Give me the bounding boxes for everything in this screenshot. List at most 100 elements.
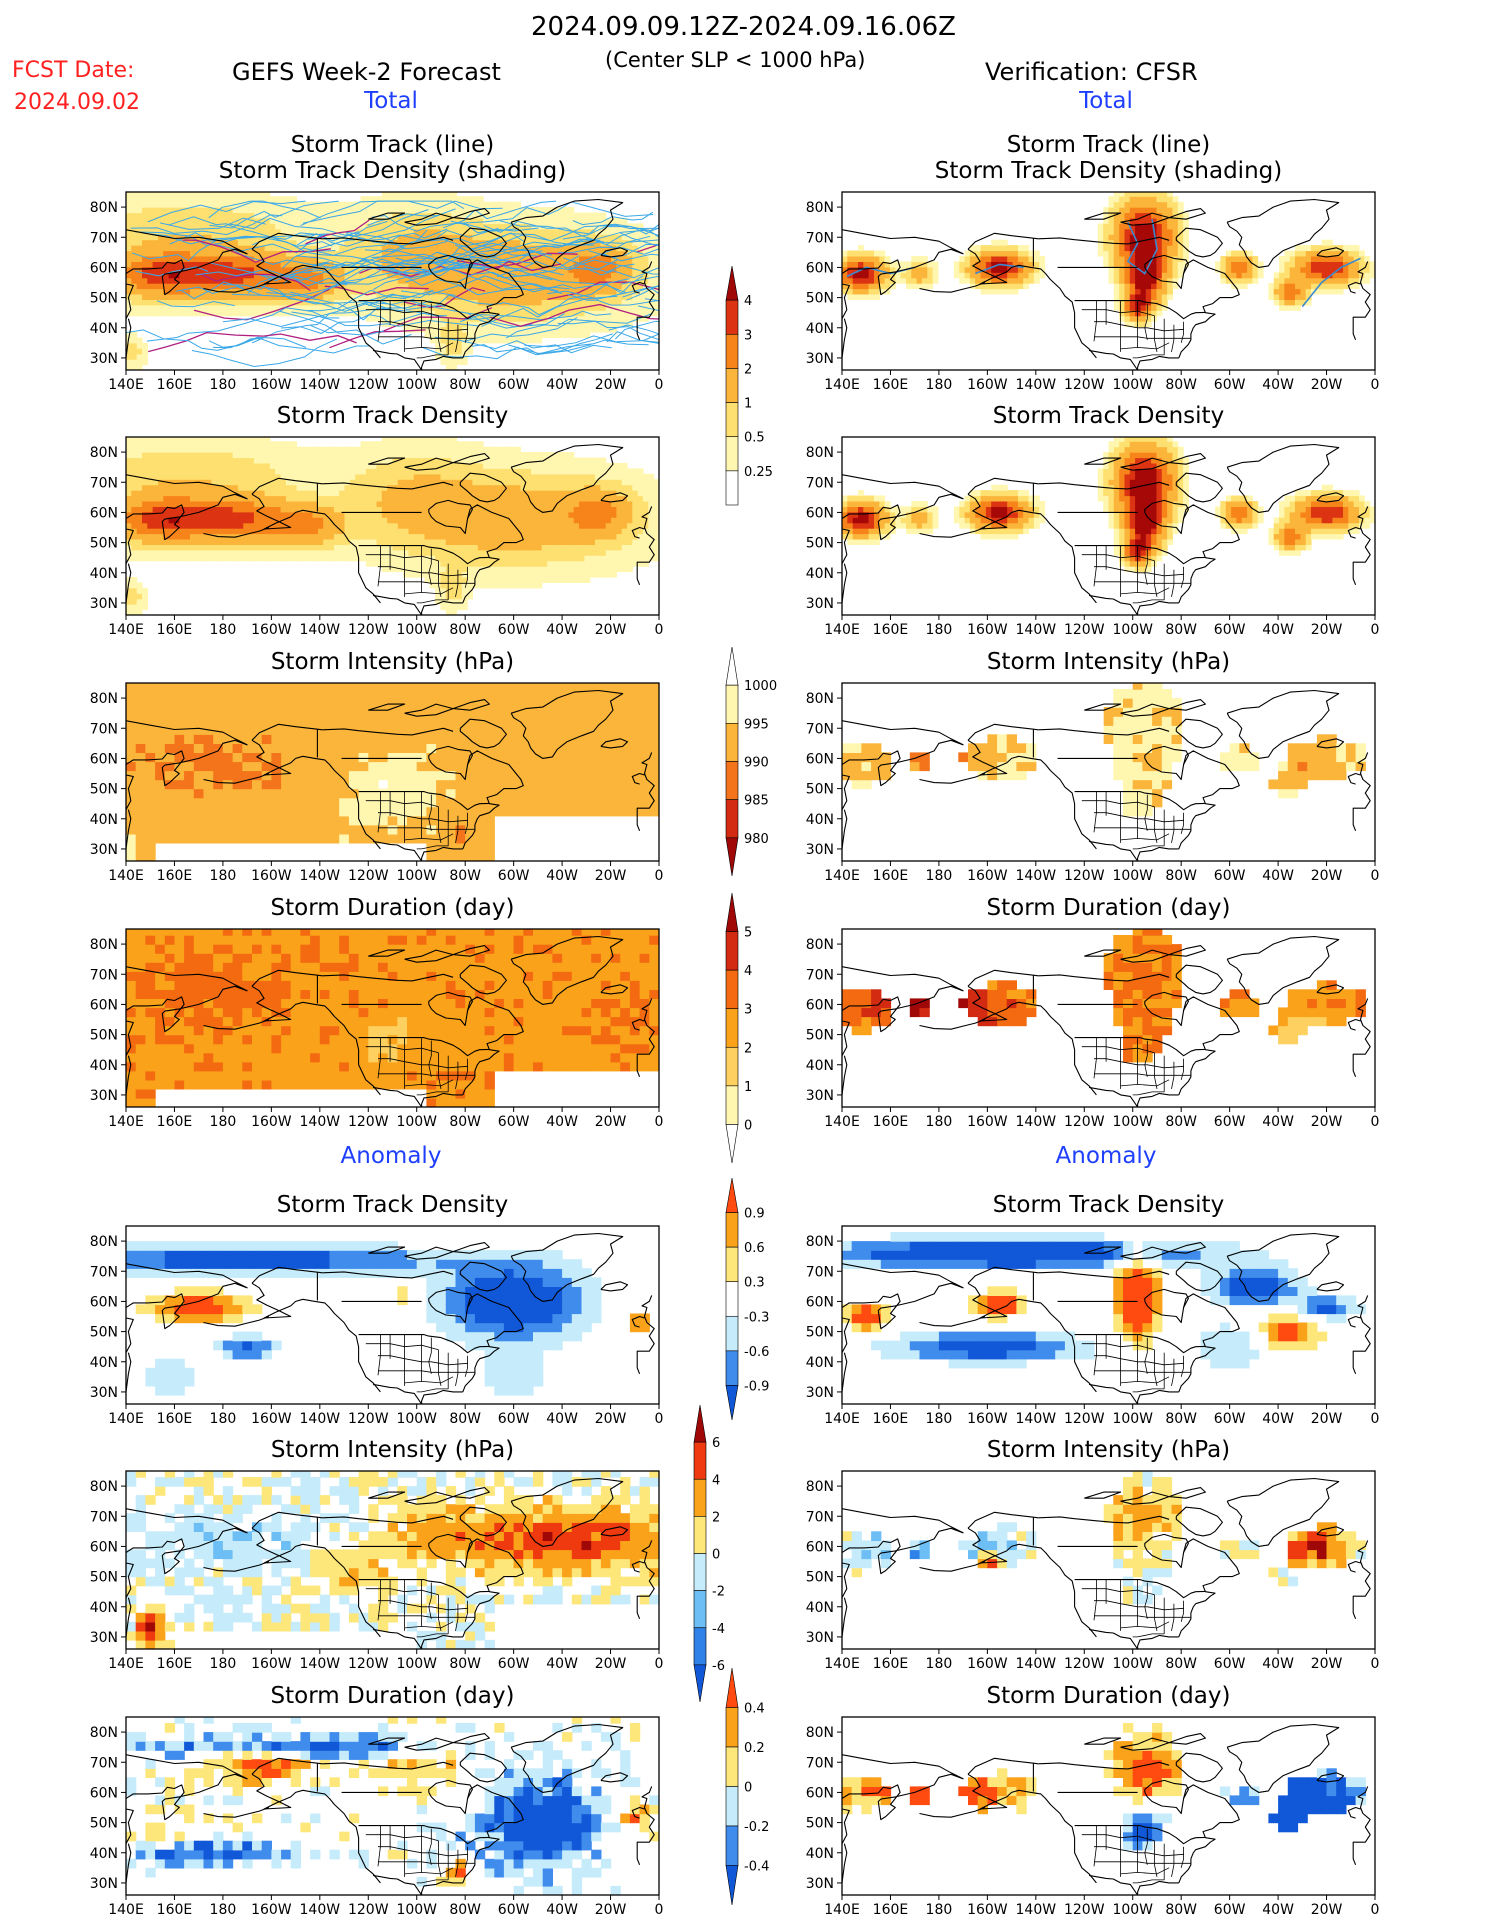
lon-label: 60W	[498, 868, 530, 884]
lon-label: 120W	[1064, 1411, 1105, 1427]
lon-label: 100W	[396, 1411, 437, 1427]
lon-label: 140W	[300, 1656, 341, 1672]
colorbar-label: 4	[712, 1473, 720, 1488]
lon-label: 20W	[1311, 1411, 1343, 1427]
lat-label: 40N	[90, 812, 118, 828]
lon-label: 160E	[873, 868, 909, 884]
forecast-density-anomaly-map: 80N 70N 60N 50N 40N 30N 140E 160E 180 160W 140W 120…	[90, 1225, 664, 1427]
lon-label: 100W	[396, 868, 437, 884]
lon-label: 140W	[300, 1902, 341, 1918]
lon-label: 60W	[1214, 1411, 1246, 1427]
lon-label: 60W	[1214, 377, 1246, 393]
verification-storm-track-field	[842, 192, 1375, 370]
lon-label: 0	[1371, 622, 1380, 638]
lon-label: 100W	[396, 1114, 437, 1130]
colorbar-label: 1000	[744, 679, 777, 694]
lat-label: 30N	[90, 1088, 118, 1104]
lon-label: 140E	[824, 868, 860, 884]
forecast-duration-anomaly-map: 80N 70N 60N 50N 40N 30N 140E 160E 180 160W 140W 120…	[90, 1716, 663, 1918]
lon-label: 160E	[157, 1902, 193, 1918]
lat-label: 50N	[806, 782, 834, 798]
forecast-intensity-state-lines	[365, 791, 475, 850]
verification-duration-anomaly-field	[842, 1723, 1371, 1895]
colorbar-label: 980	[744, 832, 769, 847]
lon-label: 160W	[251, 1902, 292, 1918]
lon-label: 120W	[348, 1902, 389, 1918]
lat-label: 60N	[806, 260, 834, 276]
lon-label: 0	[655, 868, 664, 884]
lon-label: 140W	[300, 868, 341, 884]
verification-storm-track-title-shading: Storm Track Density (shading)	[934, 158, 1283, 184]
lat-label: 80N	[806, 1725, 834, 1741]
lat-label: 80N	[90, 691, 118, 707]
lat-label: 30N	[806, 1630, 834, 1646]
lat-label: 60N	[90, 1785, 118, 1801]
lon-label: 0	[1371, 868, 1380, 884]
verification-storm-track-title-line: Storm Track (line)	[1006, 132, 1211, 158]
lat-label: 30N	[90, 1876, 118, 1892]
colorbar-label: -2	[712, 1585, 725, 1600]
verification-density-title: Storm Track Density	[992, 403, 1225, 429]
lon-label: 100W	[1112, 868, 1153, 884]
colorbar-label: 2	[744, 1041, 752, 1056]
lon-label: 60W	[498, 1902, 530, 1918]
lon-label: 180	[210, 377, 237, 393]
lon-label: 80W	[1165, 1656, 1197, 1672]
lon-label: 140E	[824, 1114, 860, 1130]
lat-label: 40N	[90, 1058, 118, 1074]
lon-label: 0	[655, 622, 664, 638]
colorbar-label: 0.25	[744, 465, 773, 480]
lon-label: 120W	[1064, 868, 1105, 884]
forecast-density-title: Storm Track Density	[276, 403, 509, 429]
lat-label: 30N	[806, 1088, 834, 1104]
lat-label: 40N	[806, 1846, 834, 1862]
verification-density-coastlines	[842, 443, 1371, 615]
colorbar-label: 0	[744, 1118, 752, 1133]
colorbar-total-duration: 5 4 3 2 1 0	[725, 892, 752, 1164]
verification-storm-track-state-lines	[1081, 300, 1191, 359]
lon-label: 140W	[1016, 868, 1057, 884]
lon-label: 0	[655, 377, 664, 393]
lon-label: 140E	[824, 1902, 860, 1918]
lat-label: 30N	[806, 1385, 834, 1401]
lon-label: 0	[1371, 1411, 1380, 1427]
lon-label: 140W	[1016, 377, 1057, 393]
lon-label: 140W	[1016, 1411, 1057, 1427]
lat-label: 30N	[90, 842, 118, 858]
lat-label: 70N	[90, 721, 118, 737]
lon-label: 60W	[1214, 1114, 1246, 1130]
lon-label: 160E	[157, 868, 193, 884]
colorbar-total-intensity: 1000 995 990 985 980	[725, 646, 777, 877]
colorbar-anomaly-density: 0.9 0.6 0.3 -0.3 -0.6 -0.9	[725, 1177, 769, 1421]
lat-label: 30N	[90, 351, 118, 367]
lon-label: 160W	[251, 377, 292, 393]
lon-label: 140E	[108, 622, 144, 638]
lon-label: 80W	[1165, 377, 1197, 393]
lat-label: 50N	[90, 1816, 118, 1832]
lon-label: 120W	[348, 1411, 389, 1427]
lat-label: 50N	[806, 1570, 834, 1586]
forecast-storm-track-title-line: Storm Track (line)	[290, 132, 495, 158]
lon-label: 60W	[498, 1411, 530, 1427]
forecast-total-label: Total	[364, 88, 418, 114]
colorbar-label: 0.5	[744, 431, 765, 446]
verification-duration-anomaly-state-lines	[1081, 1825, 1191, 1884]
forecast-intensity-anomaly-title: Storm Intensity (hPa)	[270, 1437, 515, 1463]
forecast-column-title: GEFS Week-2 Forecast	[232, 58, 501, 86]
lon-label: 180	[210, 1902, 237, 1918]
lon-label: 0	[655, 1411, 664, 1427]
lat-label: 80N	[90, 1725, 118, 1741]
colorbar-label: 1	[744, 397, 752, 412]
lon-label: 120W	[348, 1114, 389, 1130]
lat-label: 60N	[806, 1785, 834, 1801]
lon-label: 60W	[498, 622, 530, 638]
lon-label: 40W	[1262, 1656, 1294, 1672]
lat-label: 50N	[90, 1325, 118, 1341]
lon-label: 180	[210, 1656, 237, 1672]
forecast-storm-track-coastlines	[126, 198, 655, 370]
lat-label: 70N	[90, 475, 118, 491]
lon-label: 0	[1371, 377, 1380, 393]
lon-label: 0	[655, 1114, 664, 1130]
colorbar-label: 0.6	[744, 1241, 765, 1256]
lat-label: 40N	[806, 812, 834, 828]
